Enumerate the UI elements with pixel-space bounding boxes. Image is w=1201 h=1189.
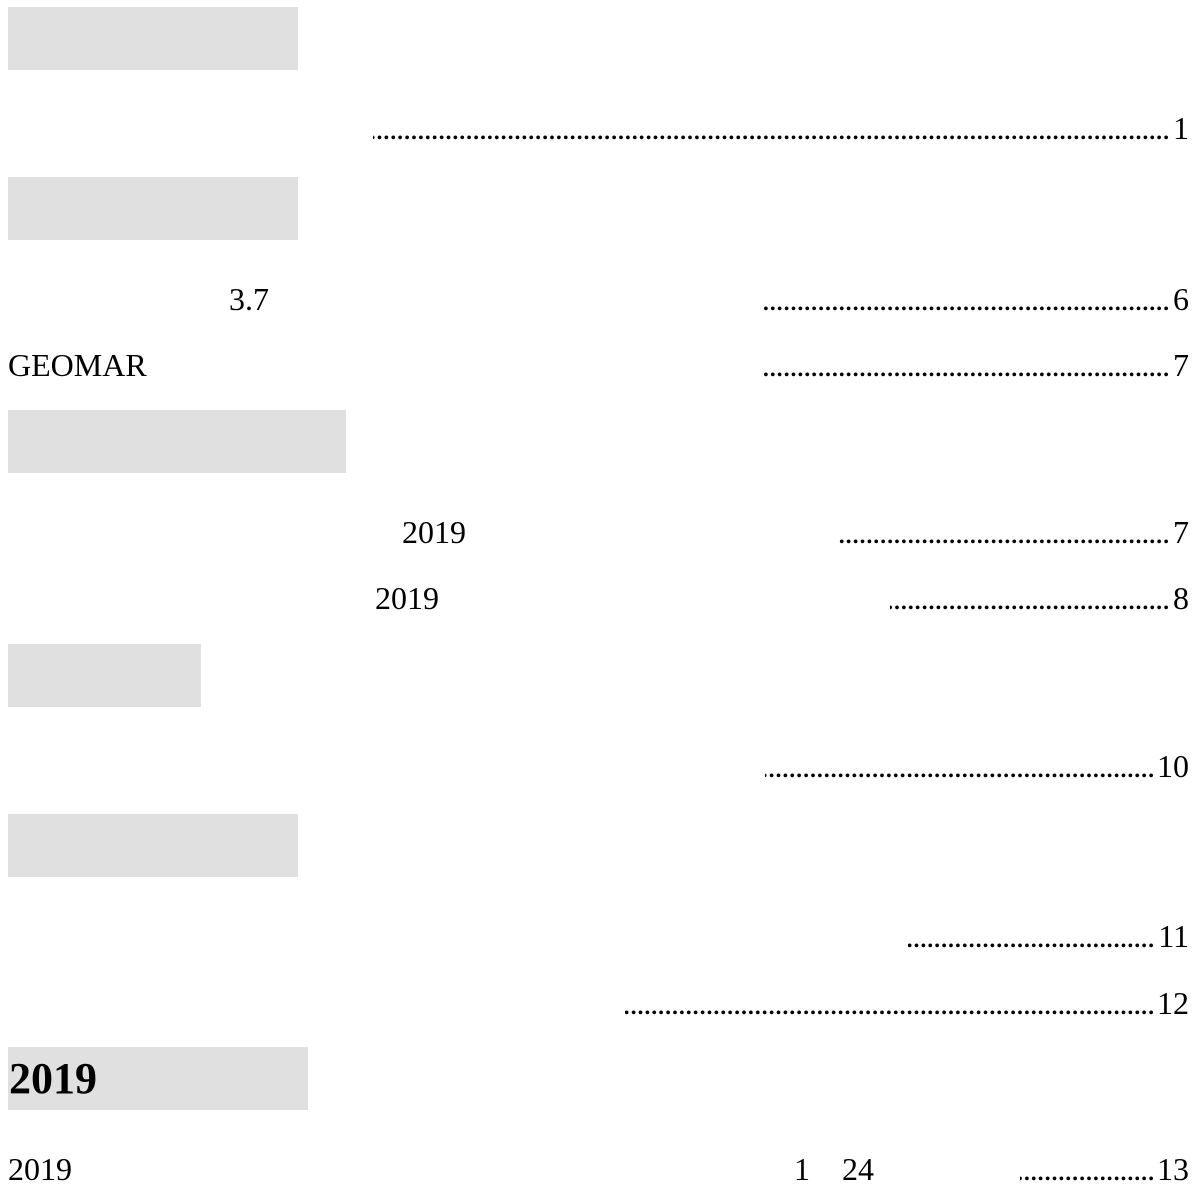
toc-entry-text: 2019 (402, 514, 466, 550)
section-heading-4 (8, 644, 201, 707)
toc-entry-text: 3.7 (229, 281, 269, 317)
toc-leader-dots: ........................................… (908, 918, 1154, 954)
toc-leader-dots: ........................................… (373, 110, 1169, 146)
toc-leader-dots: ........................................… (1020, 1151, 1154, 1187)
toc-entry-text: 1 (794, 1151, 810, 1187)
section-heading-6: 2019 (8, 1047, 308, 1110)
toc-page-number: 6 (1173, 281, 1189, 317)
toc-leader-dots: ........................................… (890, 580, 1169, 616)
toc-entry-text: 2019 (8, 1151, 72, 1187)
toc-leader-dots: ........................................… (765, 748, 1154, 784)
toc-page-number: 7 (1173, 514, 1189, 550)
toc-leader-dots: ........................................… (838, 514, 1169, 550)
section-heading-1 (8, 7, 298, 70)
section-heading-3 (8, 410, 346, 473)
toc-leader-dots: ........................................… (762, 347, 1169, 383)
toc-page-number: 11 (1158, 918, 1189, 954)
toc-page-number: 8 (1173, 580, 1189, 616)
toc-leader-dots: ........................................… (762, 281, 1169, 317)
toc-leader-dots: ........................................… (625, 985, 1154, 1021)
toc-entry-text: GEOMAR (8, 347, 147, 383)
toc-page-number: 1 (1173, 110, 1189, 146)
toc-entry-text: 2019 (375, 580, 439, 616)
section-heading-5 (8, 814, 298, 877)
toc-page-number: 7 (1173, 347, 1189, 383)
section-heading-2 (8, 177, 298, 240)
toc-page-number: 12 (1157, 985, 1189, 1021)
toc-page-number: 13 (1157, 1151, 1189, 1187)
toc-entry-text: 24 (842, 1151, 874, 1187)
toc-page-number: 10 (1157, 748, 1189, 784)
